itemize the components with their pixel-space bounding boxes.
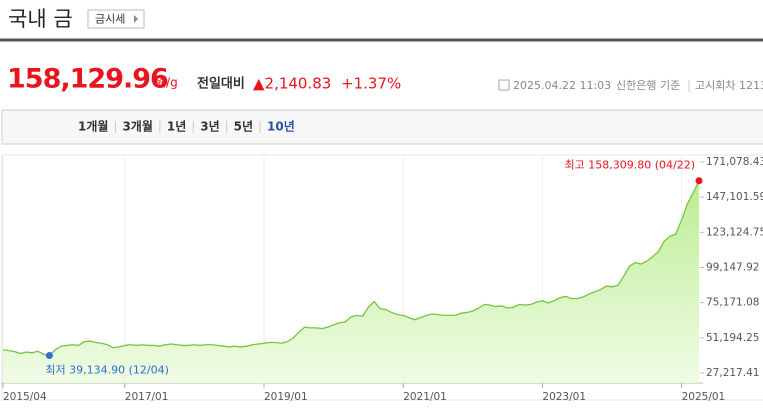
tab-bar xyxy=(1,109,763,145)
info-round: 고시회차 1213 xyxy=(695,79,763,92)
tab[interactable]: 1년 xyxy=(167,120,186,134)
button-label[interactable]: 금시세 xyxy=(95,13,125,26)
change: ▲2,140.83 xyxy=(253,75,331,93)
y-tick-label: 75,171.08 xyxy=(706,297,759,309)
info-time: 2025.04.22 11:03 xyxy=(513,79,611,92)
page-title: 국내 금 xyxy=(8,7,73,31)
x-tick-label: 2023/01 xyxy=(542,391,586,403)
button-arrow xyxy=(134,15,138,23)
info-bank: 신한은행 기준 xyxy=(616,79,680,92)
annotation: 최저 39,134.90 (12/04) xyxy=(45,364,168,377)
tab[interactable]: 5년 xyxy=(234,120,253,134)
x-tick-label: 2019/01 xyxy=(264,391,308,403)
tab[interactable]: 3개월 xyxy=(122,119,152,134)
price: 158,129.96 xyxy=(7,64,168,95)
tab[interactable]: 1개월 xyxy=(78,119,108,134)
y-tick-label: 123,124.75 xyxy=(706,226,763,238)
x-tick-label: 2021/01 xyxy=(403,391,447,403)
y-tick-label: 99,147.92 xyxy=(706,262,759,274)
y-tick-label: 147,101.59 xyxy=(706,191,763,203)
x-tick-label: 2017/01 xyxy=(125,391,169,403)
chart: 2015/04 2017/01 2019/01 2021/01 2023/01 2025/… xyxy=(2,156,763,403)
y-tick-label: 27,217.41 xyxy=(706,367,759,379)
line xyxy=(2,180,700,357)
area xyxy=(3,180,699,383)
annotation: 최고 158,309.80 (04/22) xyxy=(565,159,696,172)
change-label: 전일대비 xyxy=(197,76,245,92)
print-icon[interactable] xyxy=(498,79,510,91)
tab[interactable]: 3년 xyxy=(200,120,219,134)
price-unit: 원/g xyxy=(155,76,178,90)
tabs: 1개월 3개월 1년 3년 5년 10년 xyxy=(78,119,295,134)
change-pct: +1.37% xyxy=(341,75,401,93)
y-tick-label: 51,194.25 xyxy=(706,332,759,344)
extreme-point xyxy=(695,177,703,185)
y-tick-label: 171,078.43 xyxy=(706,156,763,168)
tab[interactable]: 10년 xyxy=(267,120,295,134)
button-frame[interactable] xyxy=(87,9,145,29)
extreme-point xyxy=(45,352,53,360)
x-tick-label: 2015/04 xyxy=(3,391,47,403)
x-tick-label: 2025/01 xyxy=(682,391,726,403)
